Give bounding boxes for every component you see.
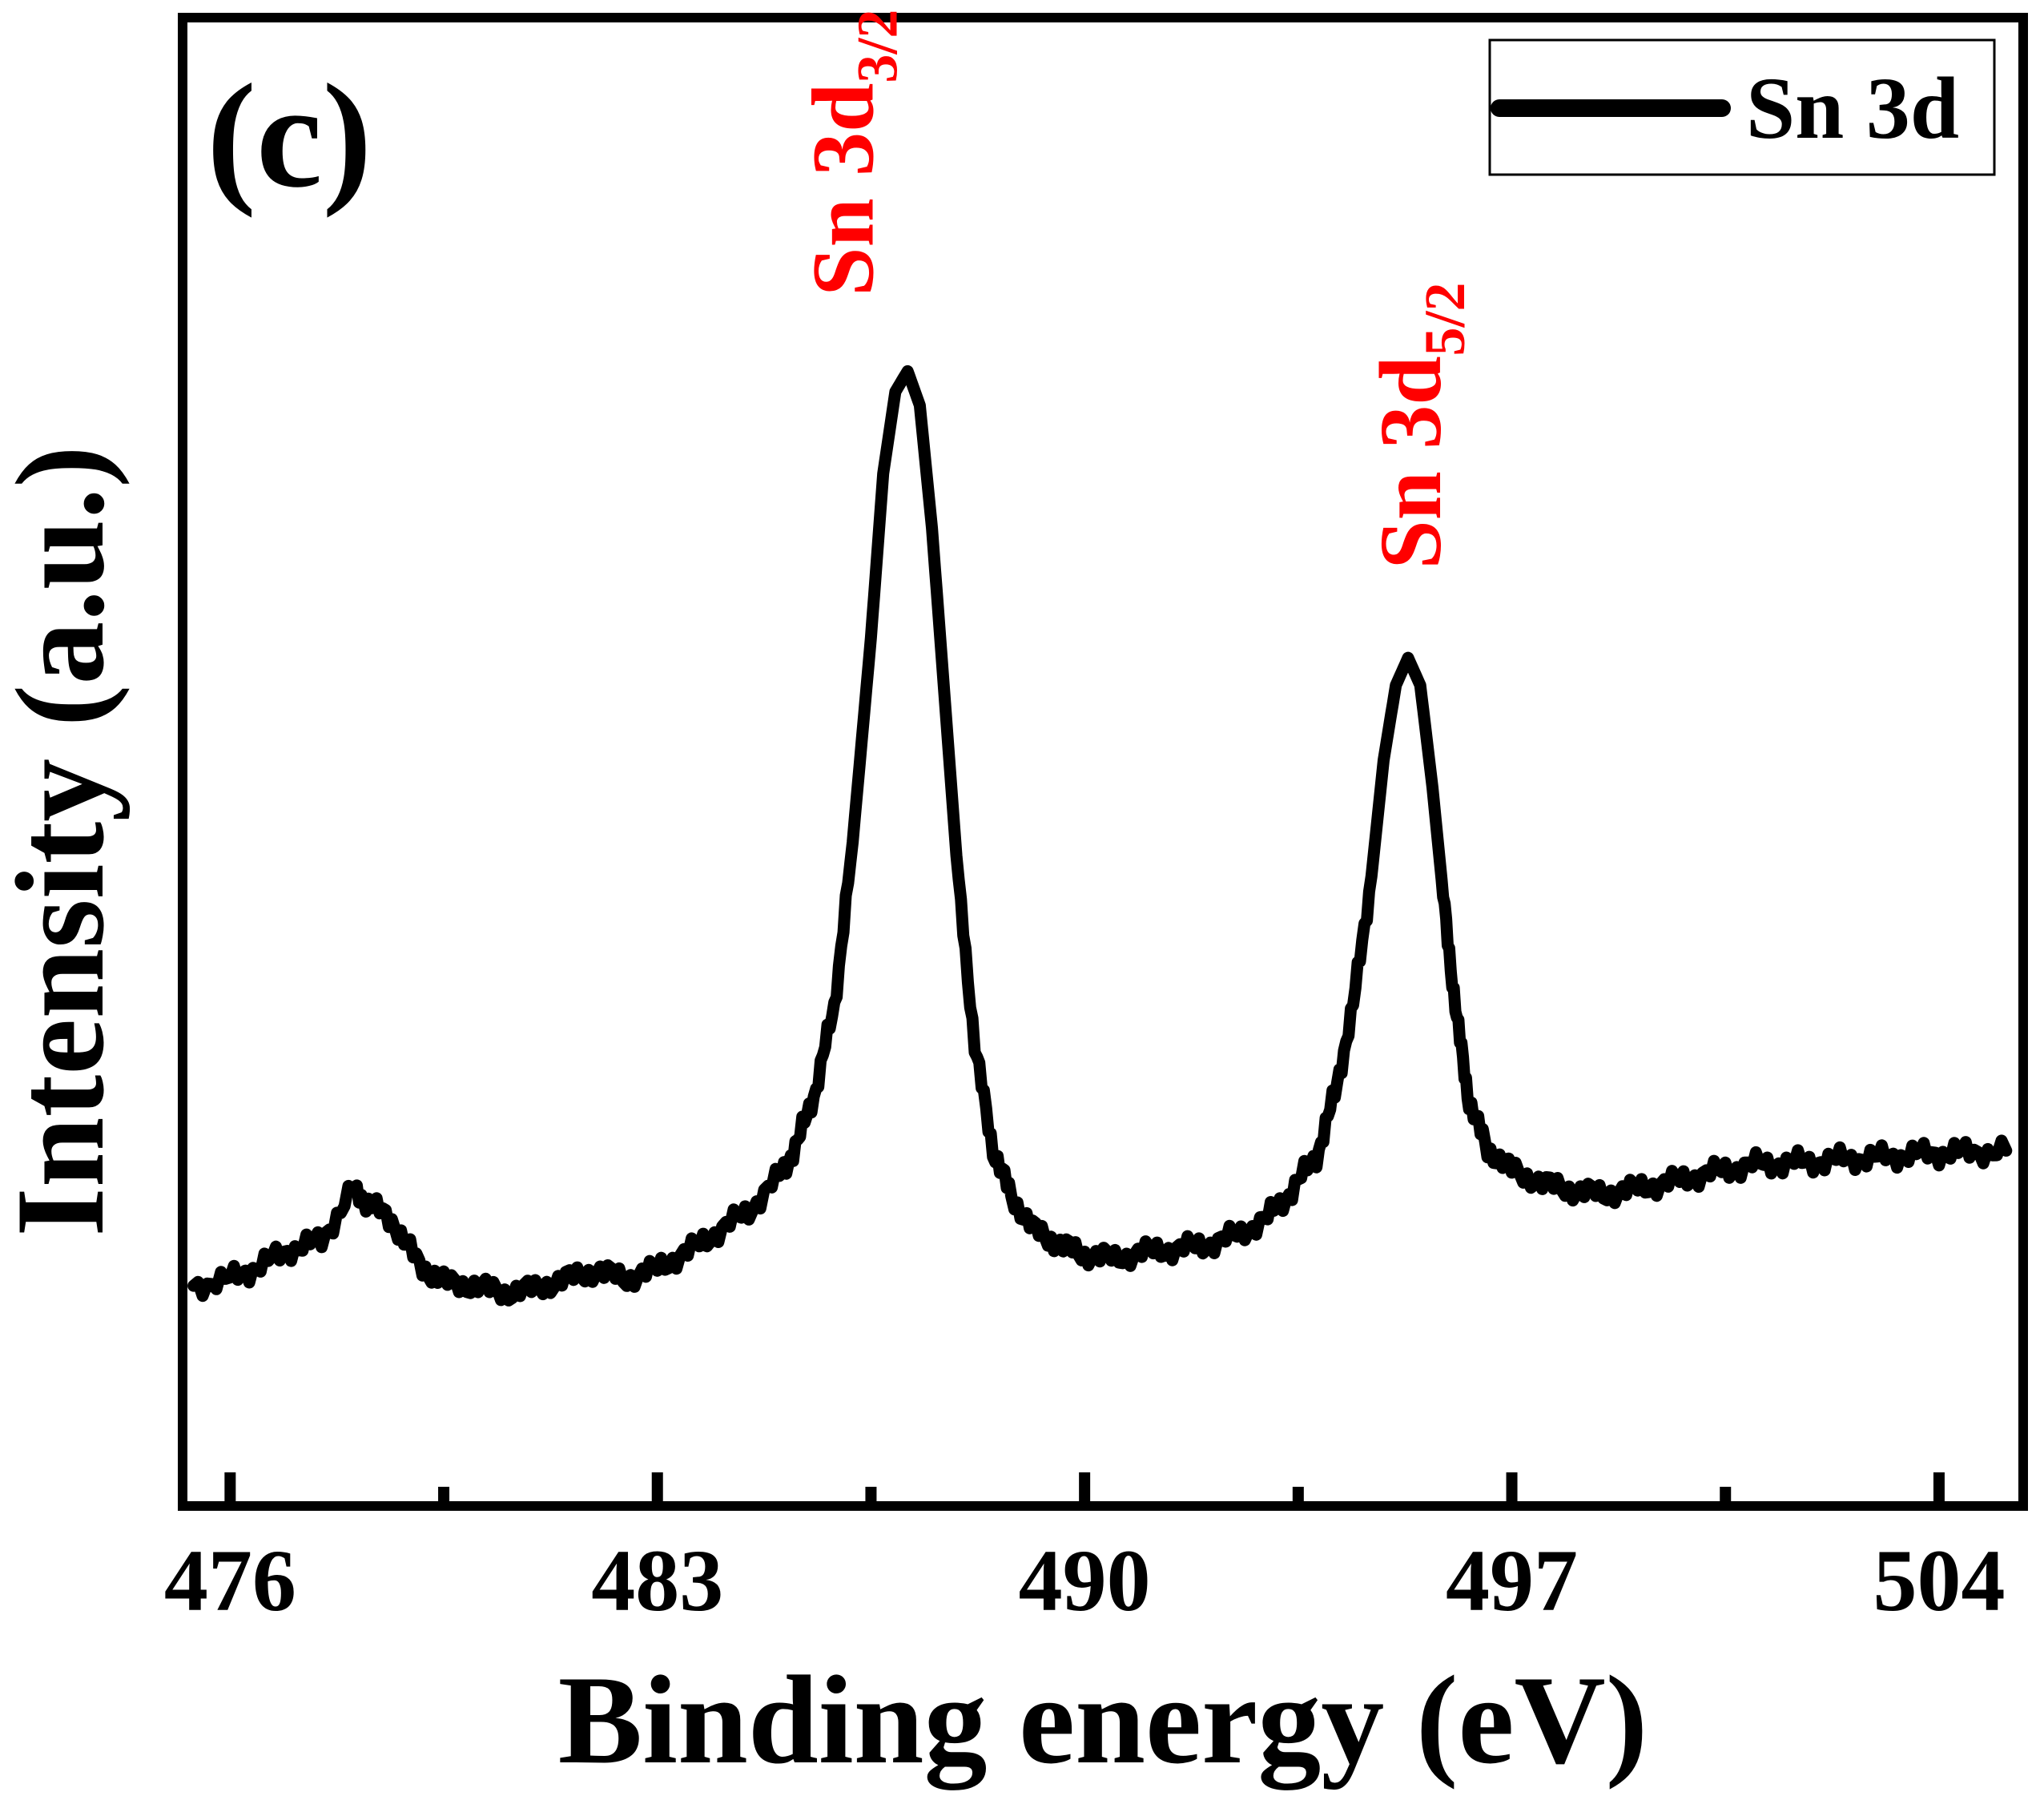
x-tick-label: 497: [1446, 1532, 1578, 1629]
peak-annotation: Sn 3d3/2: [794, 10, 909, 296]
x-axis-ticks: [224, 1472, 1945, 1501]
peak-annotation: Sn 3d5/2: [1362, 282, 1477, 569]
x-tick-label: 476: [164, 1532, 296, 1629]
y-axis-label: Intensity (a.u.): [0, 445, 131, 1237]
panel-label: (c): [207, 54, 372, 219]
peak-annotation-subscript: 5/2: [1413, 282, 1477, 356]
legend-label-sn-3d: Sn 3d: [1746, 59, 1959, 157]
x-axis-label: Binding energy (eV): [558, 1650, 1648, 1790]
x-tick-label: 483: [591, 1532, 723, 1629]
series-line-sn-3d: [187, 364, 2013, 1307]
peak-annotations: Sn 3d3/2Sn 3d5/2: [794, 10, 1477, 570]
peak-annotation-main: Sn 3d: [1362, 356, 1459, 569]
peak-annotation-main: Sn 3d: [794, 83, 891, 296]
peak-annotation-subscript: 3/2: [845, 10, 909, 83]
series-group: [187, 364, 2013, 1307]
x-axis-tick-labels: 476 483 490 497 504: [164, 1532, 2006, 1629]
legend: Sn 3d: [1488, 38, 1996, 176]
legend-box: [1488, 38, 1996, 176]
x-tick-label: 490: [1019, 1532, 1151, 1629]
plot-frame: [178, 13, 2028, 1511]
x-tick-label: 504: [1873, 1532, 2005, 1629]
